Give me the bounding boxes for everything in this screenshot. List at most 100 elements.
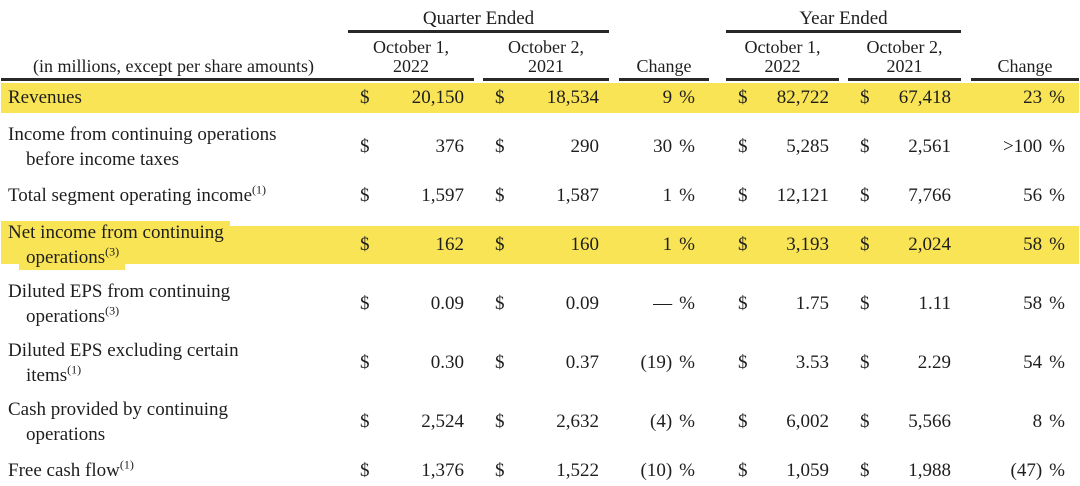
dollar-sign: $ [360, 293, 370, 314]
footnote-ref: (3) [105, 244, 120, 259]
row-label-text: operations [26, 424, 106, 445]
cell-quarter-change: — % [619, 293, 709, 315]
cell-value: 1 [662, 185, 673, 206]
dollar-sign: $ [360, 352, 370, 373]
cell-quarter-2021: $ 2,632 [483, 411, 609, 433]
table-column-header: (in millions, except per share amounts) … [1, 38, 1079, 81]
table-body: Revenues $ 20,150 $ 18,534 9 % $ 82,722 … [1, 83, 1079, 486]
column-header-quarter-2022: October 1, 2022 [348, 38, 474, 81]
column-header-line2: 2021 [886, 56, 923, 76]
cell-value: 2,632 [556, 411, 599, 432]
cell-quarter-2022: $ 1,597 [348, 185, 474, 207]
percent-sign: % [679, 87, 695, 108]
cell-value: 1,587 [556, 185, 599, 206]
row-label-text: Diluted EPS from continuing [8, 281, 231, 302]
row-label: Diluted EPS excluding certain items(1) [1, 338, 348, 388]
cell-quarter-change: 9 % [619, 87, 709, 109]
cell-value: 160 [570, 234, 600, 255]
percent-sign: % [679, 460, 695, 481]
column-header-line2: 2021 [528, 56, 564, 76]
column-header-line2: 2022 [393, 56, 429, 76]
table-row: Total segment operating income(1) $ 1,59… [1, 181, 1079, 211]
dollar-sign: $ [860, 87, 870, 108]
cell-value: (4) [650, 411, 673, 432]
dollar-sign: $ [495, 352, 505, 373]
dollar-sign: $ [360, 234, 370, 255]
dollar-sign: $ [738, 293, 748, 314]
table-row: Free cash flow(1) $ 1,376 $ 1,522 (10) %… [1, 456, 1079, 486]
cell-quarter-2022: $ 162 [348, 234, 474, 256]
cell-value: 1,059 [786, 460, 829, 481]
dollar-sign: $ [738, 352, 748, 373]
cell-year-2022: $ 6,002 [726, 411, 839, 433]
group-header-year-ended: Year Ended [726, 0, 961, 33]
percent-sign: % [1049, 460, 1065, 481]
cell-year-change: 23 % [971, 87, 1079, 109]
cell-year-2022: $ 1,059 [726, 460, 839, 482]
units-note: (in millions, except per share amounts) [1, 38, 348, 81]
dollar-sign: $ [495, 87, 505, 108]
cell-value: 2,524 [421, 411, 464, 432]
row-label-text: Income from continuing operations [8, 124, 277, 145]
cell-quarter-change: 1 % [619, 185, 709, 207]
percent-sign: % [1049, 234, 1065, 255]
column-header-line1: Change [997, 56, 1053, 76]
cell-value: 23 [1023, 87, 1043, 108]
table-row: Cash provided by continuing operations $ … [1, 397, 1079, 447]
cell-quarter-2022: $ 2,524 [348, 411, 474, 433]
cell-value: 2,024 [908, 234, 951, 255]
dollar-sign: $ [360, 185, 370, 206]
table-row: Diluted EPS excluding certain items(1) $ … [1, 338, 1079, 388]
cell-quarter-change: 30 % [619, 136, 709, 158]
dollar-sign: $ [360, 460, 370, 481]
cell-quarter-2021: $ 1,522 [483, 460, 609, 482]
column-header-line1: October 1, [373, 37, 449, 57]
cell-value: (10) [640, 460, 673, 481]
dollar-sign: $ [738, 234, 748, 255]
dollar-sign: $ [860, 411, 870, 432]
dollar-sign: $ [738, 87, 748, 108]
cell-quarter-2021: $ 160 [483, 234, 609, 256]
cell-value: 1 [662, 234, 673, 255]
cell-year-change: 58 % [971, 293, 1079, 315]
cell-value: 290 [570, 136, 600, 157]
row-label: Revenues [1, 83, 348, 113]
row-label: Cash provided by continuing operations [1, 397, 348, 447]
cell-value: 58 [1023, 293, 1043, 314]
cell-value: 18,534 [546, 87, 599, 108]
cell-value: 12,121 [776, 185, 829, 206]
table-group-header: Quarter Ended Year Ended [1, 0, 1079, 33]
cell-year-change: (47) % [971, 460, 1079, 482]
cell-value: 6,002 [786, 411, 829, 432]
cell-value: 0.37 [565, 352, 599, 373]
dollar-sign: $ [860, 352, 870, 373]
cell-quarter-2021: $ 18,534 [483, 87, 609, 109]
column-header-line2: 2022 [764, 56, 801, 76]
percent-sign: % [679, 352, 695, 373]
cell-value: 1,376 [421, 460, 464, 481]
percent-sign: % [1049, 87, 1065, 108]
row-label-text: operations [26, 247, 106, 268]
row-label: Income from continuing operations before … [1, 122, 348, 172]
cell-value: 376 [435, 136, 465, 157]
cell-quarter-2022: $ 376 [348, 136, 474, 158]
cell-year-2022: $ 3.53 [726, 352, 839, 374]
percent-sign: % [679, 234, 695, 255]
cell-year-2021: $ 5,566 [848, 411, 961, 433]
dollar-sign: $ [860, 136, 870, 157]
table-row: Income from continuing operations before … [1, 122, 1079, 172]
column-header-line1: Change [636, 56, 692, 76]
row-label-text: Diluted EPS excluding certain [8, 340, 239, 361]
dollar-sign: $ [495, 136, 505, 157]
cell-value: 1,988 [908, 460, 951, 481]
table-row: Diluted EPS from continuing operations(3)… [1, 279, 1079, 329]
column-header-year-2022: October 1, 2022 [726, 38, 839, 81]
cell-quarter-2022: $ 0.30 [348, 352, 474, 374]
dollar-sign: $ [860, 293, 870, 314]
percent-sign: % [679, 293, 695, 314]
cell-value: 1,522 [556, 460, 599, 481]
cell-year-change: 8 % [971, 411, 1079, 433]
percent-sign: % [1049, 352, 1065, 373]
table-row: Revenues $ 20,150 $ 18,534 9 % $ 82,722 … [1, 83, 1079, 113]
